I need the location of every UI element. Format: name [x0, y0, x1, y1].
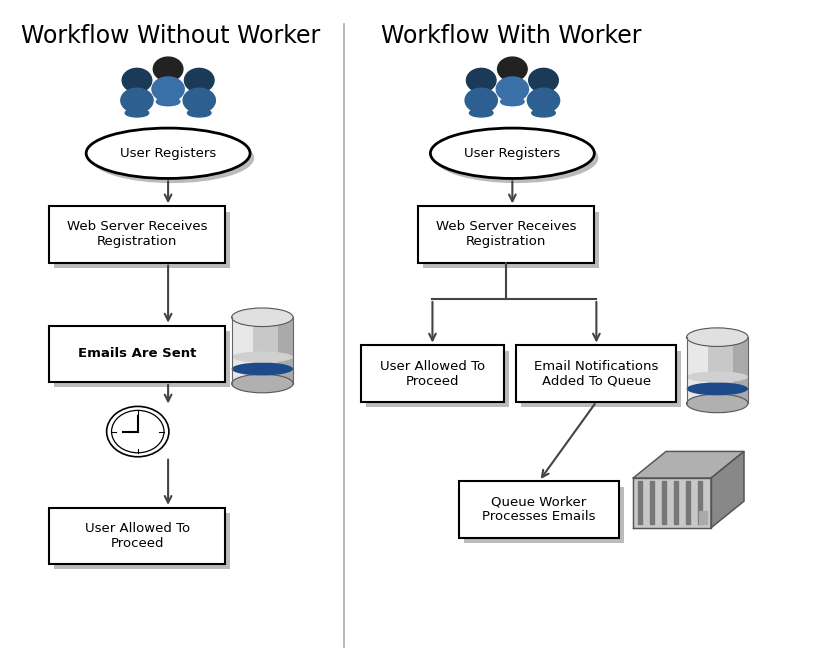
FancyBboxPatch shape — [686, 337, 747, 403]
FancyBboxPatch shape — [732, 337, 747, 403]
Circle shape — [497, 57, 527, 81]
Text: User Registers: User Registers — [120, 147, 216, 160]
Ellipse shape — [232, 352, 293, 362]
FancyBboxPatch shape — [686, 337, 707, 403]
Text: Workflow With Worker: Workflow With Worker — [380, 24, 641, 48]
FancyBboxPatch shape — [232, 317, 253, 384]
Ellipse shape — [152, 77, 184, 101]
FancyBboxPatch shape — [521, 351, 681, 407]
FancyBboxPatch shape — [54, 211, 230, 268]
Polygon shape — [710, 452, 743, 527]
FancyBboxPatch shape — [361, 346, 504, 402]
Ellipse shape — [465, 88, 497, 113]
Ellipse shape — [90, 133, 254, 183]
Text: User Registers: User Registers — [464, 147, 560, 160]
Text: Queue Worker
Processes Emails: Queue Worker Processes Emails — [481, 495, 595, 523]
Polygon shape — [662, 481, 665, 524]
FancyBboxPatch shape — [54, 513, 230, 570]
FancyBboxPatch shape — [418, 206, 594, 262]
Text: Emails Are Sent: Emails Are Sent — [78, 347, 196, 360]
Ellipse shape — [232, 308, 293, 327]
FancyBboxPatch shape — [49, 508, 225, 564]
Ellipse shape — [430, 128, 594, 178]
Polygon shape — [673, 481, 676, 524]
Ellipse shape — [686, 328, 747, 346]
Ellipse shape — [495, 77, 528, 101]
Ellipse shape — [121, 88, 153, 113]
Circle shape — [528, 68, 557, 92]
Circle shape — [107, 407, 169, 457]
Circle shape — [112, 411, 164, 453]
Text: User Allowed To
Proceed: User Allowed To Proceed — [84, 522, 189, 550]
Ellipse shape — [527, 88, 559, 113]
Ellipse shape — [686, 394, 747, 413]
Polygon shape — [697, 481, 700, 524]
Polygon shape — [649, 481, 653, 524]
Text: Email Notifications
Added To Queue: Email Notifications Added To Queue — [533, 360, 657, 388]
Text: User Allowed To
Proceed: User Allowed To Proceed — [380, 360, 485, 388]
Ellipse shape — [500, 97, 523, 106]
Ellipse shape — [531, 109, 555, 117]
FancyBboxPatch shape — [277, 317, 293, 384]
Polygon shape — [633, 478, 710, 527]
Ellipse shape — [686, 371, 747, 382]
FancyBboxPatch shape — [232, 317, 293, 384]
Ellipse shape — [156, 97, 179, 106]
Ellipse shape — [434, 133, 598, 183]
Ellipse shape — [232, 362, 293, 376]
Polygon shape — [698, 511, 706, 524]
Polygon shape — [633, 452, 743, 478]
Circle shape — [153, 57, 183, 81]
FancyBboxPatch shape — [516, 346, 676, 402]
FancyBboxPatch shape — [49, 325, 225, 382]
Ellipse shape — [469, 109, 492, 117]
FancyBboxPatch shape — [366, 351, 509, 407]
Ellipse shape — [125, 109, 149, 117]
Text: Web Server Receives
Registration: Web Server Receives Registration — [67, 221, 208, 248]
Polygon shape — [685, 481, 689, 524]
Polygon shape — [638, 481, 641, 524]
Ellipse shape — [187, 109, 211, 117]
Ellipse shape — [232, 374, 293, 393]
FancyBboxPatch shape — [458, 481, 618, 537]
Text: Web Server Receives
Registration: Web Server Receives Registration — [436, 221, 576, 248]
Ellipse shape — [183, 88, 215, 113]
Ellipse shape — [86, 128, 250, 178]
Circle shape — [466, 68, 495, 92]
Circle shape — [122, 68, 151, 92]
Text: Workflow Without Worker: Workflow Without Worker — [21, 24, 319, 48]
Circle shape — [184, 68, 213, 92]
FancyBboxPatch shape — [463, 486, 623, 543]
FancyBboxPatch shape — [423, 211, 599, 268]
Ellipse shape — [686, 382, 747, 395]
FancyBboxPatch shape — [49, 206, 225, 262]
FancyBboxPatch shape — [54, 331, 230, 387]
